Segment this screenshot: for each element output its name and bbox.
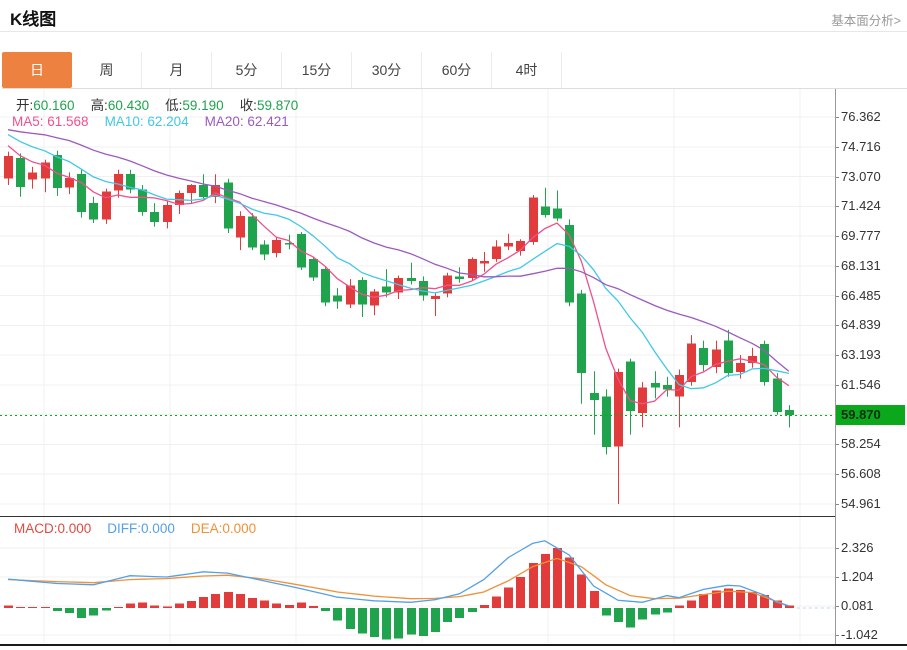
tab-月[interactable]: 月 (142, 52, 212, 88)
axis-line (835, 89, 836, 645)
readout-label: 开: (16, 98, 34, 113)
axis-tick-label: 69.777 (841, 228, 881, 243)
macd-histogram (4, 547, 794, 640)
tab-4时[interactable]: 4时 (492, 52, 562, 88)
axis-tick-label: -1.042 (841, 627, 878, 642)
readout-label: 低: (165, 98, 183, 113)
macd-row-item: DEA:0.000 (191, 521, 256, 536)
axis-tick-mark (835, 474, 839, 475)
readout-label: DIFF: (107, 521, 142, 536)
readout-value: 60.160 (33, 98, 75, 113)
readout-label: DEA: (190, 521, 223, 536)
axis-tick-label: 71.424 (841, 198, 881, 213)
tab-30分[interactable]: 30分 (352, 52, 422, 88)
ma20-line (7, 129, 790, 372)
ohlc-row-item: 高:60.430 (91, 98, 150, 113)
axis-tick-mark (835, 266, 839, 267)
axis-tick-mark (835, 117, 839, 118)
readout-value: 0.000 (222, 521, 257, 536)
ma-row-item: MA10: 62.204 (105, 114, 189, 129)
readout-value: 59.870 (256, 98, 299, 113)
macd-row-item: DIFF:0.000 (107, 521, 175, 536)
readout-label: 高: (90, 98, 108, 113)
tab-日[interactable]: 日 (2, 52, 72, 88)
ma10-line (7, 134, 789, 390)
axis-tick-mark (835, 206, 839, 207)
axis-tick-mark (835, 444, 839, 445)
axis-tick-mark (835, 147, 839, 148)
macd-row-item: MACD:0.000 (14, 521, 91, 536)
readout-label: MA10: (104, 114, 148, 129)
readout-value: 62.204 (147, 114, 189, 129)
axis-tick-label: 73.070 (841, 169, 881, 184)
axis-tick-label: 1.204 (841, 569, 874, 584)
title-divider (0, 31, 907, 32)
ma5-line (7, 145, 790, 405)
axis-tick-mark (835, 296, 839, 297)
candlestick-chart[interactable] (0, 89, 835, 516)
axis-tick-mark (835, 325, 839, 326)
axis-tick-label: 0.081 (841, 598, 874, 613)
fundamental-analysis-link[interactable]: 基本面分析> (831, 14, 901, 28)
ohlc-row-item: 低:59.190 (165, 98, 224, 113)
ohlc-row-item: 开:60.160 (16, 98, 75, 113)
axis-tick-mark (835, 385, 839, 386)
readout-value: 0.000 (57, 521, 92, 536)
axis-tick-label: 76.362 (841, 109, 881, 124)
readout-label: MA20: (204, 114, 248, 129)
axis-tick-label: 63.193 (841, 347, 881, 362)
readout-value: 0.000 (141, 521, 175, 536)
tab-5分[interactable]: 5分 (212, 52, 282, 88)
ma-readout: MA5: 61.568 MA10: 62.204 MA20: 62.421 (12, 114, 305, 129)
axis-tick-label: 58.254 (841, 436, 881, 451)
tab-周[interactable]: 周 (72, 52, 142, 88)
chart-bottom-border (0, 644, 907, 646)
page-title: K线图 (10, 10, 57, 29)
ohlc-row-item: 收:59.870 (240, 98, 299, 113)
diff-line (7, 540, 789, 607)
axis-tick-mark (835, 504, 839, 505)
readout-label: MACD: (14, 521, 58, 536)
ma-row-item: MA20: 62.421 (205, 114, 289, 129)
axis-tick-label: 74.716 (841, 139, 881, 154)
axis-tick-label: 66.485 (841, 288, 881, 303)
axis-tick-mark (835, 355, 839, 356)
readout-value: 61.568 (47, 114, 89, 129)
axis-tick-label: 54.961 (841, 496, 881, 511)
axis-tick-label: 68.131 (841, 258, 881, 273)
axis-tick-mark (835, 606, 839, 607)
readout-value: 60.430 (107, 98, 150, 113)
tab-15分[interactable]: 15分 (282, 52, 352, 88)
macd-chart[interactable] (0, 517, 835, 643)
readout-label: 收: (239, 98, 257, 113)
axis-tick-label: 2.326 (841, 540, 874, 555)
axis-tick-mark (835, 177, 839, 178)
readout-value: 59.190 (182, 98, 224, 113)
dea-line (7, 557, 790, 607)
readout-label: MA5: (12, 114, 48, 129)
ma-row-item: MA5: 61.568 (12, 114, 89, 129)
macd-readout: MACD:0.000 DIFF:0.000 DEA:0.000 (14, 521, 272, 536)
ohlc-readout: 开:60.160 高:60.430 低:59.190 收:59.870 (16, 94, 314, 114)
axis-tick-mark (835, 548, 839, 549)
axis-tick-mark (835, 635, 839, 636)
axis-tick-label: 56.608 (841, 466, 881, 481)
readout-value: 62.421 (247, 114, 289, 129)
tab-60分[interactable]: 60分 (422, 52, 492, 88)
current-price-label: 59.870 (836, 405, 905, 425)
axis-tick-mark (835, 577, 839, 578)
period-tabbar: 日周月 5分 15分 30分 60分 4时 (2, 52, 907, 89)
candles (4, 150, 794, 504)
axis-tick-label: 61.546 (841, 377, 881, 392)
panel-divider (0, 516, 835, 517)
axis-tick-mark (835, 236, 839, 237)
axis-tick-label: 64.839 (841, 317, 881, 332)
